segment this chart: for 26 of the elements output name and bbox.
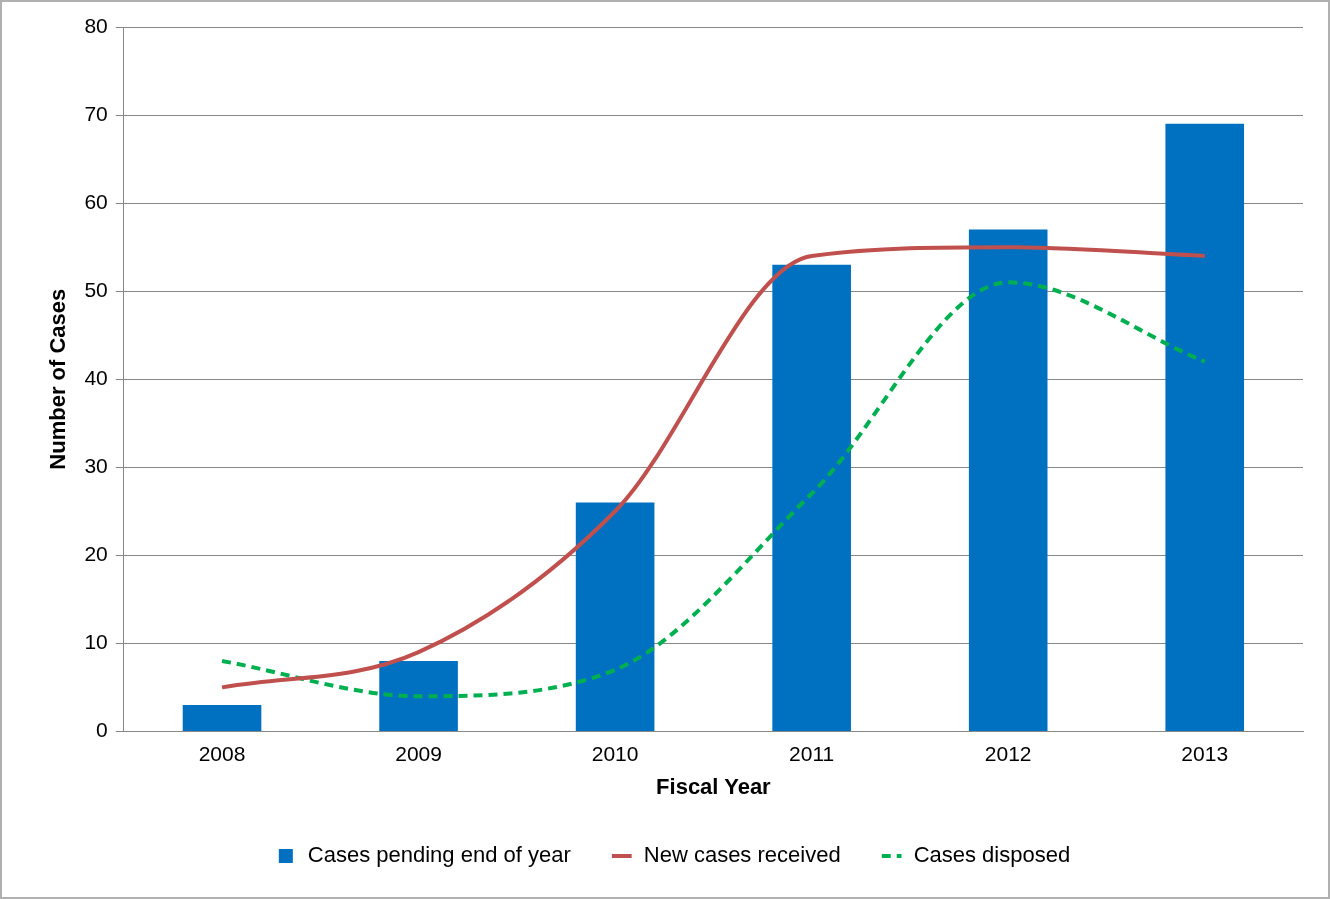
y-tick-label: 80 <box>84 13 108 37</box>
x-tick-label: 2008 <box>198 741 246 765</box>
bar <box>772 264 851 731</box>
legend-label: Cases pending end of year <box>307 842 571 868</box>
x-tick-label: 2013 <box>1181 741 1229 765</box>
y-tick-label: 10 <box>84 630 108 654</box>
y-axis-title: Number of Cases <box>45 288 71 470</box>
legend-label: Cases disposed <box>913 842 1071 868</box>
y-tick-label: 50 <box>84 277 108 301</box>
x-axis-title: Fiscal Year <box>656 773 772 799</box>
y-tick-label: 60 <box>84 189 108 213</box>
y-tick-label: 0 <box>96 718 108 742</box>
bar <box>1165 123 1245 731</box>
legend-label: New cases received <box>643 842 841 868</box>
x-tick-label: 2009 <box>395 741 442 765</box>
bar <box>379 660 458 731</box>
y-tick-label: 40 <box>84 366 108 389</box>
x-tick-label: 2012 <box>984 741 1032 765</box>
bar <box>968 229 1048 731</box>
bar <box>575 502 655 731</box>
y-tick-label: 30 <box>84 454 108 478</box>
x-tick-label: 2011 <box>789 741 835 765</box>
y-tick-label: 70 <box>84 101 108 125</box>
bar <box>182 704 262 731</box>
x-tick-label: 2010 <box>591 741 639 765</box>
y-tick-label: 20 <box>84 542 108 566</box>
